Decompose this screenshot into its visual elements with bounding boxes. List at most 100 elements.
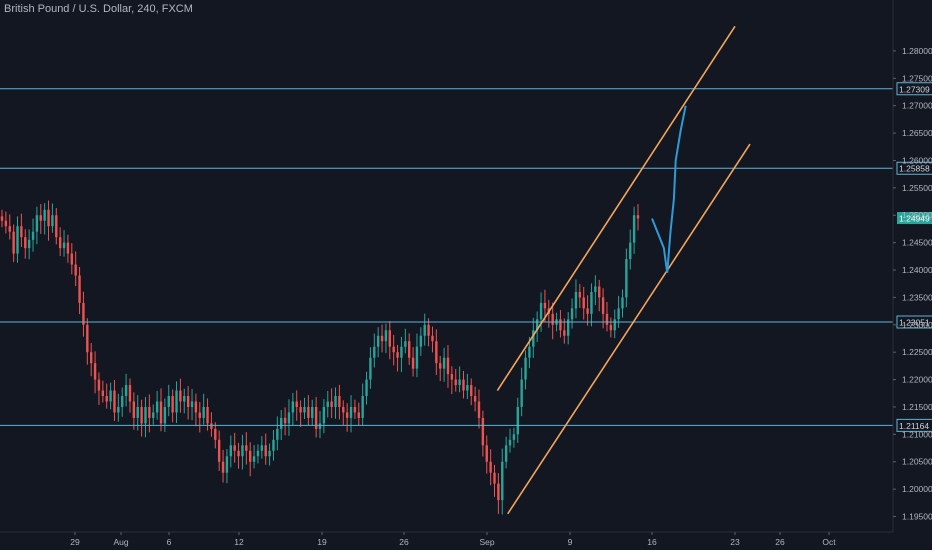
price-tick-label: 1.24500 [902, 238, 932, 248]
candle-body [155, 401, 159, 413]
price-tick-label: 1.26000 [902, 155, 932, 165]
candle-body [365, 379, 368, 397]
candle-body [183, 396, 186, 402]
candle-body [516, 406, 519, 435]
candle-body [605, 313, 609, 325]
candle-body [504, 445, 508, 462]
candle-body [132, 401, 136, 418]
candle-body [27, 239, 31, 249]
candle-body [136, 406, 139, 418]
candle-body [245, 445, 248, 451]
candle-body [78, 275, 81, 303]
candle-body [0, 216, 4, 221]
candle-body [404, 341, 407, 347]
candle-body [24, 237, 27, 249]
price-tick-label: 1.28000 [902, 46, 932, 56]
level-label-box [896, 315, 932, 329]
time-tick-label: 26 [775, 537, 785, 547]
candle-body [470, 385, 473, 397]
price-tick-label: 1.23500 [902, 292, 932, 302]
current-price-box [897, 212, 932, 225]
candle-body [334, 396, 337, 407]
candle-body [283, 417, 287, 424]
candlestick-series [0, 200, 640, 515]
candle-body [237, 450, 240, 457]
candle-body [423, 324, 426, 336]
candle-body [578, 291, 582, 298]
candle-body [411, 357, 415, 369]
time-tick-label: 29 [70, 537, 80, 547]
candle-body [380, 335, 384, 342]
candle-body [175, 390, 178, 413]
candle-body [70, 253, 74, 265]
candle-body [369, 357, 372, 380]
level-label: 1.23051 [899, 318, 930, 328]
candle-body [210, 423, 213, 429]
projection-line [651, 105, 687, 273]
candle-body [43, 209, 46, 221]
candle-body [326, 401, 329, 407]
candle-body [485, 445, 488, 462]
candle-body [287, 412, 291, 424]
candle-body [311, 406, 314, 418]
candle-body [202, 406, 205, 418]
candle-body [454, 379, 457, 386]
candle-body [376, 335, 380, 347]
candle-body [559, 319, 562, 331]
candle-body [171, 396, 174, 413]
candle-body [12, 231, 15, 254]
time-tick-label: Aug [113, 537, 128, 547]
candle-body [524, 357, 527, 380]
price-axis[interactable]: 1.27309 1.25858 1.23051 1.21164 1.24949 1.280… [892, 0, 932, 532]
price-tick-label: 1.20500 [902, 457, 932, 467]
candle-body [217, 439, 221, 462]
candle-body [233, 445, 236, 451]
candle-body [388, 330, 392, 347]
candle-body [489, 461, 492, 473]
trend-channel [496, 25, 751, 515]
candle-body [256, 450, 260, 457]
candle-body [252, 456, 256, 462]
candle-body [229, 445, 233, 457]
candle-body [140, 406, 143, 424]
candle-body [345, 412, 349, 418]
time-tick-label: 9 [568, 537, 573, 547]
candle-body [206, 406, 209, 424]
candle-body [128, 385, 132, 402]
candle-body [105, 396, 108, 402]
candle-body [51, 215, 54, 227]
candle-body [55, 215, 58, 238]
candle-body [144, 406, 147, 424]
candle-body [47, 209, 50, 227]
level-label-box [896, 418, 932, 432]
candle-body [427, 324, 430, 336]
time-tick-label: 16 [647, 537, 657, 547]
price-tick-label: 1.25000 [902, 210, 932, 220]
candle-body [574, 291, 578, 309]
candle-body [20, 226, 23, 238]
level-label-box [896, 161, 932, 175]
candle-body [314, 406, 318, 429]
price-tick-label: 1.25500 [902, 183, 932, 193]
candle-body [148, 406, 151, 418]
candle-body [497, 483, 500, 501]
candle-body [477, 401, 481, 418]
candle-body [586, 308, 589, 314]
candle-body [625, 259, 628, 298]
time-tick-label: Oct [822, 537, 836, 547]
candle-body [400, 346, 403, 358]
candle-body [528, 346, 531, 358]
time-axis[interactable]: 29 Aug 6 12 19 26 Sep 9 16 23 26 Oct [0, 531, 893, 547]
level-label-box [896, 82, 932, 96]
candle-body [31, 231, 35, 240]
candle-body [291, 401, 295, 413]
price-tick-label: 1.21500 [902, 402, 932, 412]
candle-body [415, 346, 419, 369]
price-tick-label: 1.20000 [902, 484, 932, 494]
chart-title: British Pound / U.S. Dollar, 240, FXCM [4, 3, 193, 15]
candle-body [35, 215, 39, 232]
candle-body [163, 406, 167, 424]
level-label: 1.25858 [899, 164, 930, 174]
candle-body [260, 445, 264, 451]
